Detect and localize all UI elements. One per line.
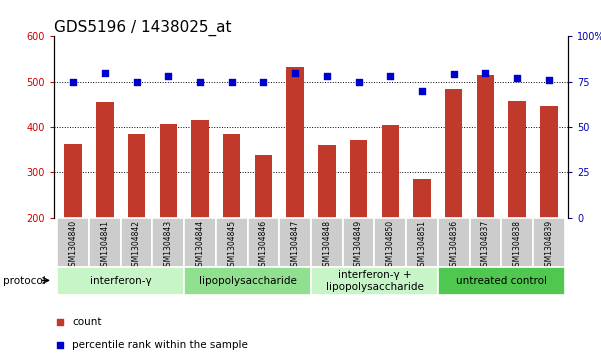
- Point: [544, 77, 554, 83]
- Bar: [413, 179, 431, 218]
- Bar: [153, 218, 184, 267]
- Point: [385, 73, 395, 79]
- Bar: [311, 218, 343, 267]
- Text: GSM1304848: GSM1304848: [322, 220, 331, 271]
- Text: GSM1304837: GSM1304837: [481, 220, 490, 271]
- Text: GSM1304849: GSM1304849: [354, 220, 363, 271]
- Bar: [445, 89, 463, 218]
- Bar: [508, 101, 526, 218]
- Bar: [382, 125, 399, 218]
- Point: [258, 79, 268, 85]
- Bar: [248, 218, 279, 267]
- Bar: [184, 267, 311, 295]
- Text: count: count: [72, 317, 102, 327]
- Bar: [533, 218, 565, 267]
- Text: GSM1304839: GSM1304839: [545, 220, 554, 271]
- Bar: [287, 67, 304, 218]
- Bar: [406, 218, 438, 267]
- Bar: [121, 218, 153, 267]
- Text: GSM1304840: GSM1304840: [69, 220, 78, 271]
- Text: interferon-γ: interferon-γ: [90, 276, 151, 286]
- Bar: [374, 218, 406, 267]
- Text: GSM1304846: GSM1304846: [259, 220, 268, 271]
- Point: [417, 88, 427, 94]
- Point: [322, 73, 332, 79]
- Bar: [184, 218, 216, 267]
- Bar: [255, 155, 272, 218]
- Bar: [64, 144, 82, 218]
- Bar: [438, 218, 469, 267]
- Bar: [89, 218, 121, 267]
- Bar: [438, 267, 565, 295]
- Point: [132, 79, 141, 85]
- Text: GSM1304847: GSM1304847: [291, 220, 300, 271]
- Text: GSM1304836: GSM1304836: [450, 220, 458, 271]
- Text: GSM1304844: GSM1304844: [195, 220, 204, 271]
- Point: [362, 20, 372, 26]
- Point: [362, 235, 372, 241]
- Text: GSM1304843: GSM1304843: [164, 220, 172, 271]
- Point: [481, 70, 490, 76]
- Text: untreated control: untreated control: [456, 276, 547, 286]
- Point: [100, 70, 109, 76]
- Bar: [57, 218, 89, 267]
- Bar: [477, 75, 494, 218]
- Bar: [350, 140, 367, 218]
- Bar: [343, 218, 374, 267]
- Bar: [469, 218, 501, 267]
- Text: interferon-γ +
lipopolysaccharide: interferon-γ + lipopolysaccharide: [326, 270, 423, 292]
- Text: GSM1304850: GSM1304850: [386, 220, 395, 271]
- Text: GSM1304842: GSM1304842: [132, 220, 141, 271]
- Point: [227, 79, 237, 85]
- Bar: [216, 218, 248, 267]
- Text: GSM1304841: GSM1304841: [100, 220, 109, 271]
- Point: [195, 79, 205, 85]
- Text: percentile rank within the sample: percentile rank within the sample: [72, 340, 248, 350]
- Bar: [501, 218, 533, 267]
- Bar: [311, 267, 438, 295]
- Text: protocol: protocol: [3, 276, 46, 286]
- Point: [163, 73, 173, 79]
- Point: [290, 70, 300, 76]
- Bar: [191, 120, 209, 218]
- Bar: [128, 134, 145, 218]
- Bar: [540, 106, 558, 218]
- Bar: [318, 145, 335, 218]
- Text: GSM1304851: GSM1304851: [418, 220, 427, 271]
- Text: GDS5196 / 1438025_at: GDS5196 / 1438025_at: [54, 20, 231, 36]
- Text: GSM1304838: GSM1304838: [513, 220, 522, 271]
- Bar: [57, 267, 184, 295]
- Text: lipopolysaccharide: lipopolysaccharide: [199, 276, 296, 286]
- Point: [449, 72, 459, 77]
- Bar: [96, 102, 114, 218]
- Bar: [223, 134, 240, 218]
- Point: [69, 79, 78, 85]
- Point: [354, 79, 364, 85]
- Point: [513, 75, 522, 81]
- Bar: [279, 218, 311, 267]
- Bar: [159, 124, 177, 218]
- Text: GSM1304845: GSM1304845: [227, 220, 236, 271]
